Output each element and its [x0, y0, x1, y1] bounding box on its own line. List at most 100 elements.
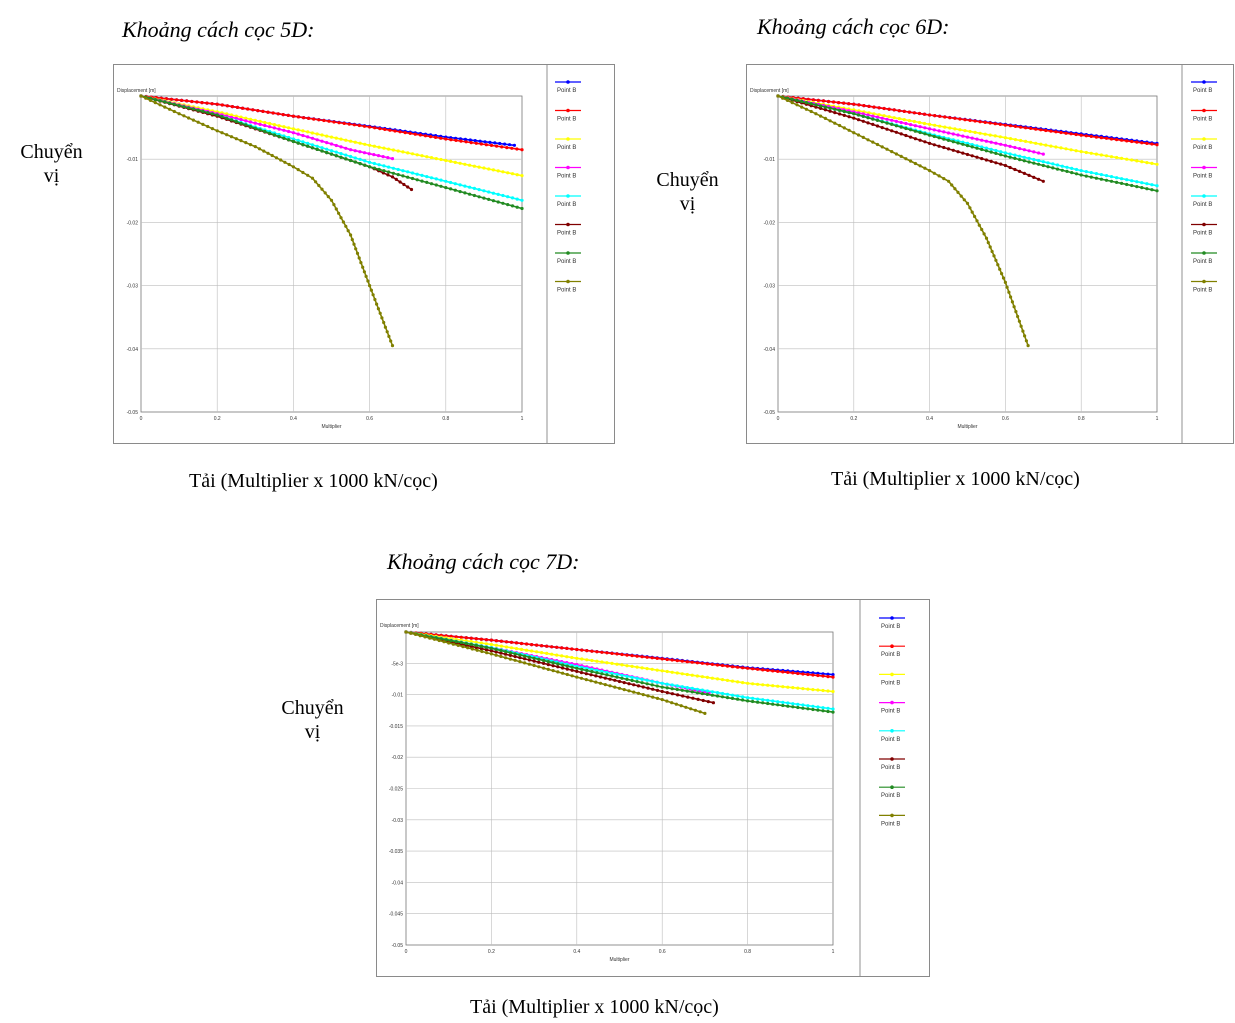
data-point — [1069, 148, 1073, 152]
data-point — [791, 671, 795, 675]
data-point — [306, 144, 310, 148]
data-point — [965, 152, 970, 157]
data-point — [1099, 173, 1103, 177]
data-point — [953, 116, 957, 120]
data-point — [1079, 150, 1083, 154]
data-point — [912, 111, 916, 115]
data-point — [1059, 146, 1063, 150]
data-point — [809, 102, 813, 106]
data-point — [725, 696, 730, 700]
data-point — [551, 661, 555, 665]
data-point — [355, 251, 360, 255]
data-point — [917, 111, 922, 116]
data-point — [605, 661, 609, 665]
data-point — [861, 119, 865, 123]
data-point — [645, 682, 649, 686]
data-point — [1140, 160, 1144, 164]
data-point — [1005, 285, 1009, 289]
data-point — [364, 274, 368, 278]
data-point — [332, 120, 336, 124]
data-point — [504, 656, 508, 660]
data-point — [191, 118, 195, 122]
data-point — [195, 100, 199, 104]
data-point — [630, 678, 634, 683]
data-point — [1074, 172, 1079, 176]
data-point — [741, 666, 745, 670]
data-point — [761, 683, 765, 687]
x-tick-label: 0.6 — [659, 949, 666, 955]
series-markers — [139, 94, 524, 152]
data-point — [244, 123, 248, 127]
data-point — [791, 705, 795, 709]
data-point — [852, 112, 856, 116]
data-point — [635, 665, 639, 669]
y-tick-label: -0.04 — [127, 347, 139, 353]
data-point — [489, 638, 493, 642]
data-point — [282, 125, 286, 129]
data-point — [801, 687, 805, 691]
data-point — [229, 135, 234, 139]
data-point — [1074, 167, 1079, 172]
data-point — [892, 108, 896, 112]
data-point — [359, 261, 363, 265]
data-point — [751, 696, 755, 700]
legend-label: Point B — [1193, 145, 1212, 151]
data-point — [444, 158, 448, 163]
data-point — [234, 137, 238, 141]
data-point — [594, 680, 598, 684]
data-point — [1109, 155, 1114, 159]
data-point — [690, 686, 694, 690]
y-tick-label: -5e-3 — [391, 661, 403, 667]
data-point — [670, 687, 674, 691]
data-point — [368, 125, 372, 129]
x-axis-label: Tải (Multiplier x 1000 kN/cọc) — [831, 468, 1080, 490]
data-point — [439, 157, 443, 162]
data-point — [225, 104, 229, 108]
data-point — [655, 688, 660, 692]
data-point — [890, 129, 894, 133]
data-point — [1135, 159, 1139, 163]
data-point — [527, 655, 531, 659]
data-point — [904, 126, 908, 131]
data-point — [291, 131, 295, 135]
data-point — [508, 651, 512, 655]
data-point — [463, 191, 467, 195]
data-point — [871, 140, 875, 144]
data-point — [811, 673, 815, 677]
data-point — [510, 146, 514, 150]
data-point — [485, 651, 489, 655]
data-point — [385, 330, 389, 334]
data-point — [513, 654, 517, 659]
data-point — [506, 195, 510, 199]
data-point — [795, 103, 799, 107]
data-point — [942, 177, 946, 181]
data-point — [1115, 180, 1119, 184]
data-point — [196, 108, 200, 112]
data-point — [651, 687, 655, 691]
data-point — [595, 650, 599, 654]
data-point — [344, 146, 348, 150]
data-point — [989, 147, 993, 151]
x-tick-label: 0 — [777, 416, 780, 422]
data-point — [241, 106, 245, 110]
data-point — [415, 178, 419, 182]
data-point — [1013, 145, 1017, 150]
data-point — [1022, 171, 1026, 175]
data-point — [918, 125, 922, 129]
data-point — [518, 653, 522, 657]
data-point — [489, 652, 493, 656]
data-point — [501, 201, 505, 205]
data-point — [410, 152, 415, 156]
data-point — [948, 116, 952, 120]
data-point — [665, 682, 669, 686]
data-point — [1013, 153, 1017, 157]
data-point — [689, 707, 693, 711]
data-point — [1099, 153, 1103, 157]
data-point — [615, 652, 619, 656]
data-point — [847, 115, 851, 119]
data-point — [1125, 157, 1129, 161]
data-point — [515, 147, 519, 151]
data-point — [953, 127, 957, 131]
data-point — [469, 640, 473, 644]
data-point — [301, 170, 305, 175]
